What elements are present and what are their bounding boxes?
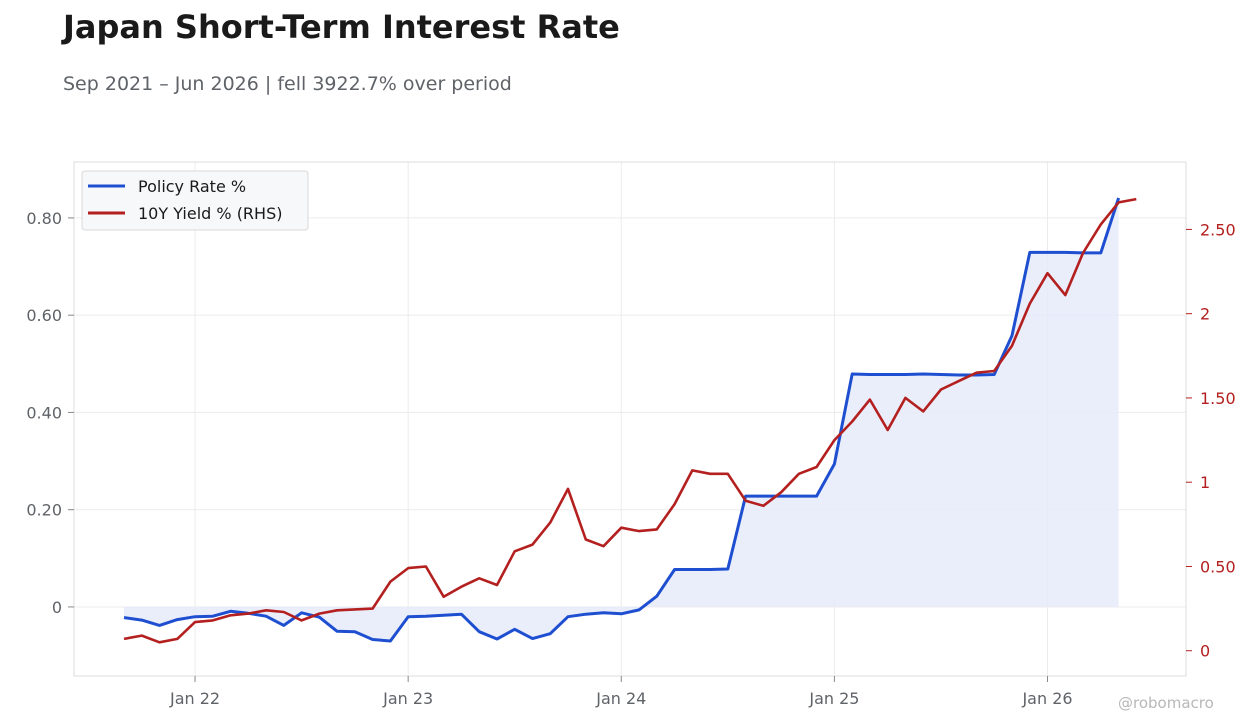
left-tick-label: 0.20 [26, 501, 62, 520]
chart-title: Japan Short-Term Interest Rate [63, 8, 620, 46]
x-tick-label: Jan 25 [808, 689, 859, 708]
x-tick-label: Jan 22 [169, 689, 220, 708]
right-tick-label: 1 [1200, 473, 1210, 492]
x-tick-label: Jan 23 [382, 689, 433, 708]
x-tick-label: Jan 26 [1021, 689, 1072, 708]
plot-frame [73, 161, 1187, 677]
policy-rate-line [123, 197, 1121, 643]
yield-10y-line [123, 197, 1137, 644]
right-axis: 0 0.50 1 1.50 2 2.50 [1186, 220, 1236, 661]
right-tick-label: 1.50 [1200, 389, 1236, 408]
watermark: @robomacro [1118, 694, 1214, 712]
right-tick-label: 2.50 [1200, 220, 1236, 239]
x-tick-label: Jan 24 [595, 689, 646, 708]
left-tick-label: 0.60 [26, 306, 62, 325]
left-axis: 0 0.20 0.40 0.60 0.80 [26, 209, 74, 617]
right-tick-label: 0 [1200, 642, 1210, 661]
left-tick-label: 0.40 [26, 403, 62, 422]
legend-label-policy-rate: Policy Rate % [138, 177, 246, 196]
chart-subtitle: Sep 2021 – Jun 2026 | fell 3922.7% over … [63, 73, 512, 95]
policy-rate-fill [124, 198, 1119, 641]
legend: Policy Rate % 10Y Yield % (RHS) [81, 170, 309, 231]
left-tick-label: 0 [52, 598, 62, 617]
right-tick-label: 0.50 [1200, 557, 1236, 576]
x-axis: Jan 22 Jan 23 Jan 24 Jan 25 Jan 26 [169, 676, 1073, 708]
right-tick-label: 2 [1200, 305, 1210, 324]
legend-box [81, 170, 309, 231]
left-tick-label: 0.80 [26, 209, 62, 228]
legend-label-yield: 10Y Yield % (RHS) [138, 204, 282, 223]
